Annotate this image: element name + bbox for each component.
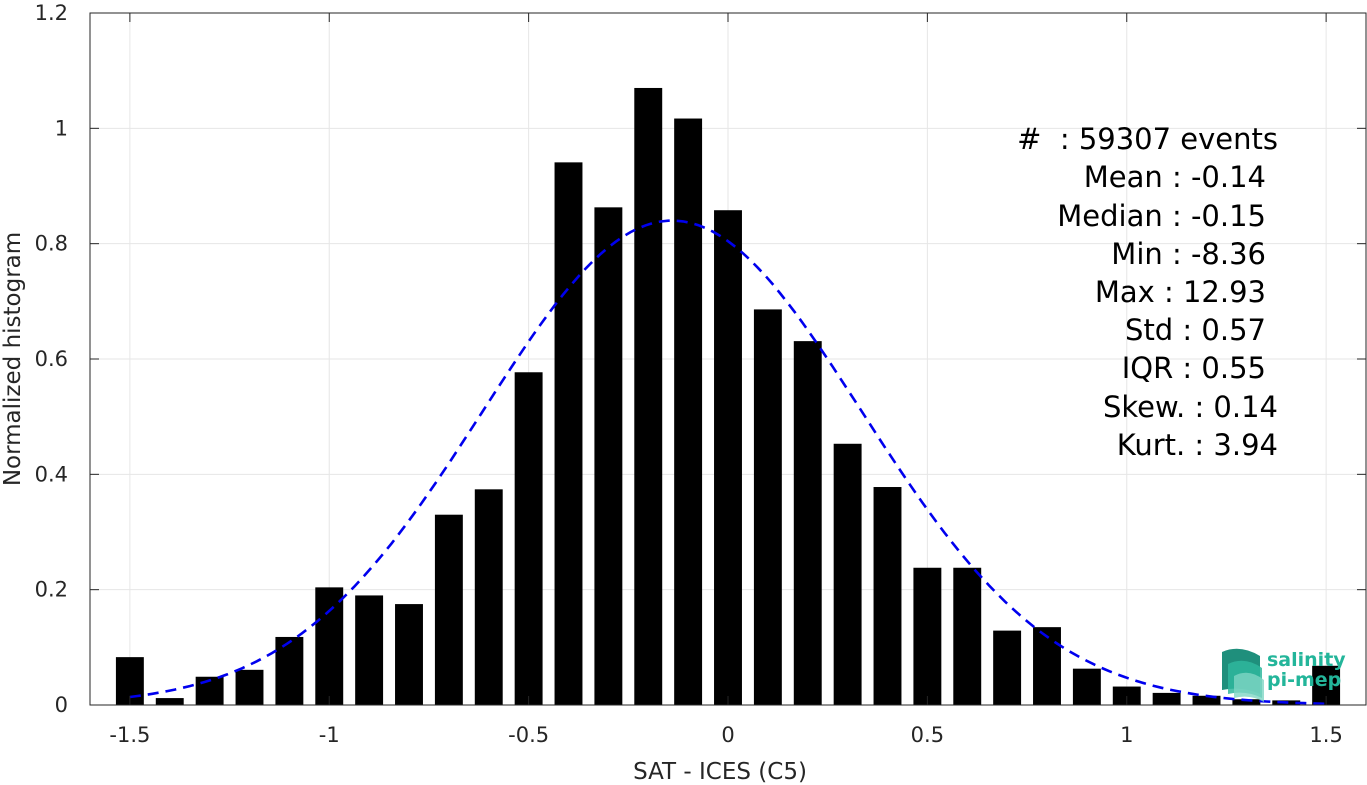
histogram-bar: [1192, 695, 1221, 705]
stat-max: Max : 12.93: [1095, 275, 1266, 309]
histogram-bar: [1112, 686, 1141, 705]
histogram-bar: [873, 487, 902, 705]
histogram-bar: [1033, 627, 1061, 705]
y-axis-label: Normalized histogram: [0, 232, 26, 486]
histogram-bar: [913, 567, 942, 705]
histogram-bar: [155, 698, 184, 705]
histogram-bar: [514, 372, 543, 705]
x-tick-label: 1.5: [1309, 723, 1342, 747]
histogram-bar: [554, 162, 583, 705]
axis-ticks: [90, 12, 1366, 706]
y-tick-label: 0.8: [35, 232, 68, 256]
histogram-bar: [674, 118, 703, 705]
y-tick-label: 0: [55, 693, 68, 717]
logo-text-line2: pi-mep: [1267, 669, 1341, 691]
histogram-bar: [953, 567, 982, 705]
y-tick-label: 0.4: [35, 462, 68, 486]
stat-kurt: Kurt. : 3.94: [1117, 428, 1278, 462]
y-tick-label: 1.2: [35, 1, 68, 25]
histogram-bars: [115, 87, 1341, 705]
y-tick-labels: 0 0.2 0.4 0.6 0.8 1 1.2: [35, 1, 68, 717]
x-tick-label: 0: [721, 723, 734, 747]
histogram-bar: [315, 587, 344, 705]
histogram-bar: [993, 630, 1022, 705]
stats-box: # : 59307 events Mean : -0.14 Median : -…: [1017, 122, 1278, 462]
stat-min: Min : -8.36: [1111, 237, 1266, 271]
stat-mean: Mean : -0.14: [1084, 160, 1266, 194]
histogram-bar: [634, 87, 663, 705]
histogram-bar: [235, 669, 264, 705]
x-tick-label: 0.5: [911, 723, 944, 747]
stat-iqr: IQR : 0.55: [1122, 351, 1266, 385]
x-tick-label: 1: [1120, 723, 1133, 747]
stat-events: # : 59307 events: [1017, 122, 1278, 156]
histogram-bar: [594, 207, 623, 705]
histogram-bar: [395, 604, 423, 705]
x-tick-label: -1.5: [109, 723, 150, 747]
x-tick-label: -0.5: [508, 723, 549, 747]
histogram-bar: [355, 595, 384, 705]
histogram-bar: [714, 210, 742, 705]
stat-median: Median : -0.15: [1057, 199, 1266, 233]
histogram-bar: [753, 309, 782, 705]
y-tick-label: 0.2: [35, 578, 68, 602]
histogram-bar: [833, 443, 862, 705]
stat-skew: Skew. : 0.14: [1103, 390, 1278, 424]
logo-wave-icon: [1222, 648, 1264, 702]
gaussian-fit-curve: [129, 219, 1327, 706]
stat-std: Std : 0.57: [1125, 313, 1266, 347]
histogram-bar: [793, 341, 822, 705]
histogram-bar: [434, 514, 463, 705]
x-axis-label: SAT - ICES (C5): [633, 759, 807, 785]
x-tick-labels: -1.5 -1 -0.5 0 0.5 1 1.5: [109, 723, 1342, 747]
histogram-bar: [275, 636, 304, 705]
x-tick-label: -1: [319, 723, 340, 747]
salinity-pi-mep-logo: salinity pi-mep: [1222, 648, 1346, 702]
histogram-bar: [1072, 668, 1101, 705]
histogram-bar: [474, 489, 503, 705]
y-tick-label: 0.6: [35, 347, 68, 371]
y-tick-label: 1: [55, 116, 68, 140]
histogram-bar: [1232, 699, 1261, 705]
logo-text-line1: salinity: [1267, 649, 1346, 671]
histogram-bar: [1152, 692, 1181, 705]
